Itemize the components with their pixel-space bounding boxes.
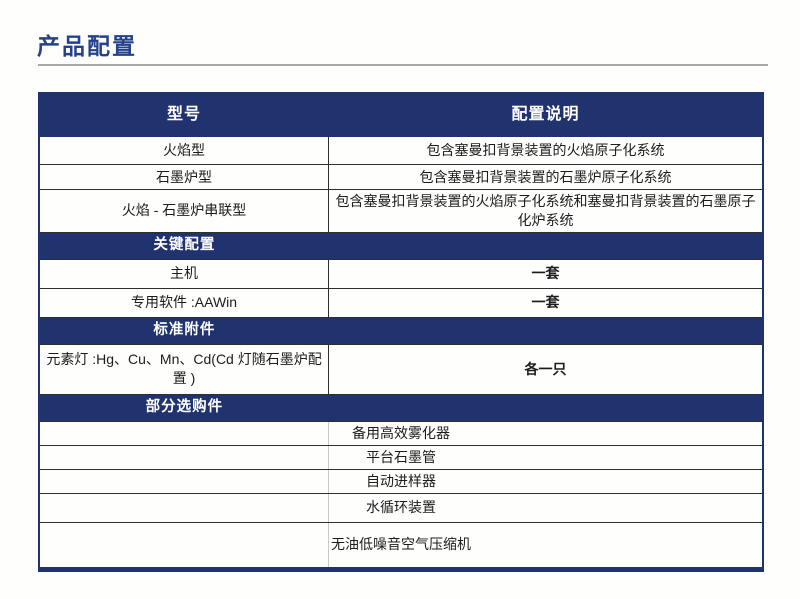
table-row: 火焰型 包含塞曼扣背景装置的火焰原子化系统 — [38, 136, 764, 165]
description-cell: 包含塞曼扣背景装置的火焰原子化系统 — [328, 136, 764, 165]
option-item-cell: 备用高效雾化器 — [38, 420, 764, 446]
table-row: 水循环装置 — [38, 492, 764, 523]
section-header-label: 标准附件 — [153, 322, 216, 338]
description-cell: 包含塞曼扣背景装置的火焰原子化系统和塞曼扣背景装置的石墨原子化炉系统 — [328, 189, 764, 233]
item-value-cell: 一套 — [328, 287, 764, 318]
table-row: 元素灯 :Hg、Cu、Mn、Cd(Cd 灯随石墨炉配置 ) 各一只 — [38, 343, 764, 395]
section-header-optional-parts: 部分选购件 — [38, 393, 764, 422]
table-row: 火焰 - 石墨炉串联型 包含塞曼扣背景装置的火焰原子化系统和塞曼扣背景装置的石墨… — [38, 189, 764, 233]
option-item-cell: 自动进样器 — [38, 468, 764, 494]
option-item-cell: 平台石墨管 — [38, 444, 764, 470]
item-label-cell: 元素灯 :Hg、Cu、Mn、Cd(Cd 灯随石墨炉配置 ) — [38, 343, 330, 395]
table-header-row: 型号 配置说明 — [38, 92, 764, 137]
section-header-label: 部分选购件 — [145, 399, 224, 415]
item-value-cell: 各一只 — [328, 343, 764, 395]
product-configuration-table: 型号 配置说明 火焰型 包含塞曼扣背景装置的火焰原子化系统 石墨炉型 包含塞曼扣… — [38, 92, 764, 572]
table-row: 主机 一套 — [38, 258, 764, 289]
table-row: 备用高效雾化器 — [38, 420, 764, 446]
section-header-row: 部分选购件 — [38, 393, 764, 422]
table-row: 专用软件 :AAWin 一套 — [38, 287, 764, 318]
page-title: 产品配置 — [37, 33, 137, 59]
description-cell: 包含塞曼扣背景装置的石墨炉原子化系统 — [328, 164, 764, 190]
model-cell: 石墨炉型 — [38, 164, 330, 190]
model-cell: 火焰 - 石墨炉串联型 — [38, 189, 330, 233]
table-row: 平台石墨管 — [38, 444, 764, 470]
table-row: 自动进样器 — [38, 468, 764, 494]
item-value-cell: 一套 — [328, 258, 764, 289]
model-cell: 火焰型 — [38, 136, 330, 165]
item-label-cell: 主机 — [38, 258, 330, 289]
title-underline — [38, 64, 768, 66]
section-header-key-config: 关键配置 — [38, 231, 764, 260]
section-header-row: 标准附件 — [38, 316, 764, 345]
table-row: 石墨炉型 包含塞曼扣背景装置的石墨炉原子化系统 — [38, 164, 764, 190]
option-item-cell: 无油低噪音空气压缩机 — [38, 521, 764, 570]
column-header-config: 配置说明 — [328, 92, 764, 137]
column-header-model: 型号 — [38, 92, 330, 137]
table-row: 无油低噪音空气压缩机 — [38, 521, 764, 570]
section-header-row: 关键配置 — [38, 231, 764, 260]
item-label-cell: 专用软件 :AAWin — [38, 287, 330, 318]
section-header-label: 关键配置 — [153, 237, 216, 253]
section-header-standard-accessories: 标准附件 — [38, 316, 764, 345]
option-item-cell: 水循环装置 — [38, 492, 764, 523]
